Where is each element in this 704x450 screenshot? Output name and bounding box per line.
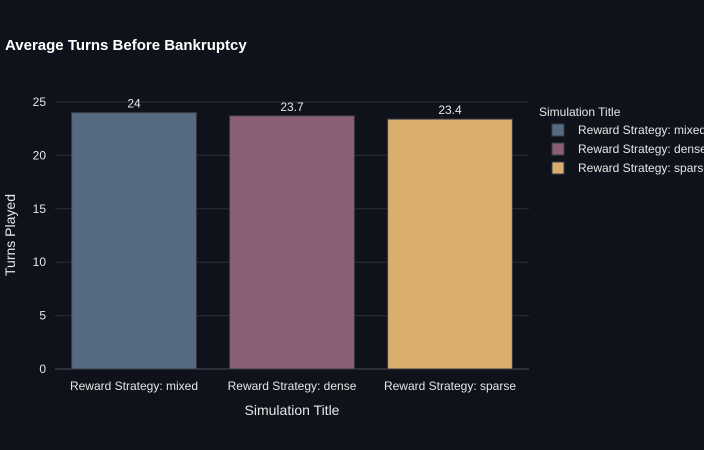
y-axis-ticks: 0 5 10 15 20 25	[33, 95, 47, 376]
chart-title: Average Turns Before Bankruptcy	[5, 37, 247, 54]
legend-label: Reward Strategy: mixed	[578, 123, 704, 137]
bar-data-label: 23.4	[438, 103, 462, 117]
legend-swatch	[551, 161, 565, 175]
x-axis-title: Simulation Title	[245, 402, 340, 418]
bar-2[interactable]	[229, 115, 355, 370]
data-labels: 24 23.7 23.4	[127, 97, 462, 117]
bar-3[interactable]	[387, 118, 513, 370]
legend-label: Reward Strategy: dense	[578, 142, 704, 156]
y-tick-label: 0	[39, 362, 46, 376]
legend-title: Simulation Title	[539, 105, 621, 119]
x-tick-label: Reward Strategy: mixed	[70, 379, 198, 393]
legend-label: Reward Strategy: sparse	[578, 161, 704, 175]
legend-item[interactable]: Reward Strategy: mixed	[551, 123, 704, 137]
legend-item[interactable]: Reward Strategy: sparse	[551, 161, 704, 175]
legend: Simulation Title Reward Strategy: mixed R…	[539, 105, 704, 175]
y-tick-label: 5	[39, 309, 46, 323]
y-tick-label: 15	[33, 202, 47, 216]
legend-swatch	[551, 123, 565, 137]
bar-data-label: 23.7	[280, 100, 304, 114]
y-tick-label: 20	[33, 148, 47, 162]
y-tick-label: 10	[33, 255, 47, 269]
bar-1[interactable]	[71, 112, 197, 370]
y-tick-label: 25	[33, 95, 47, 109]
bars	[71, 112, 513, 370]
y-axis-title: Turns Played	[2, 194, 18, 276]
x-tick-label: Reward Strategy: sparse	[384, 379, 516, 393]
x-tick-label: Reward Strategy: dense	[228, 379, 357, 393]
bar-data-label: 24	[127, 97, 141, 111]
x-axis-ticks: Reward Strategy: mixed Reward Strategy: d…	[70, 379, 516, 393]
legend-item[interactable]: Reward Strategy: dense	[551, 142, 704, 156]
legend-swatch	[551, 142, 565, 156]
